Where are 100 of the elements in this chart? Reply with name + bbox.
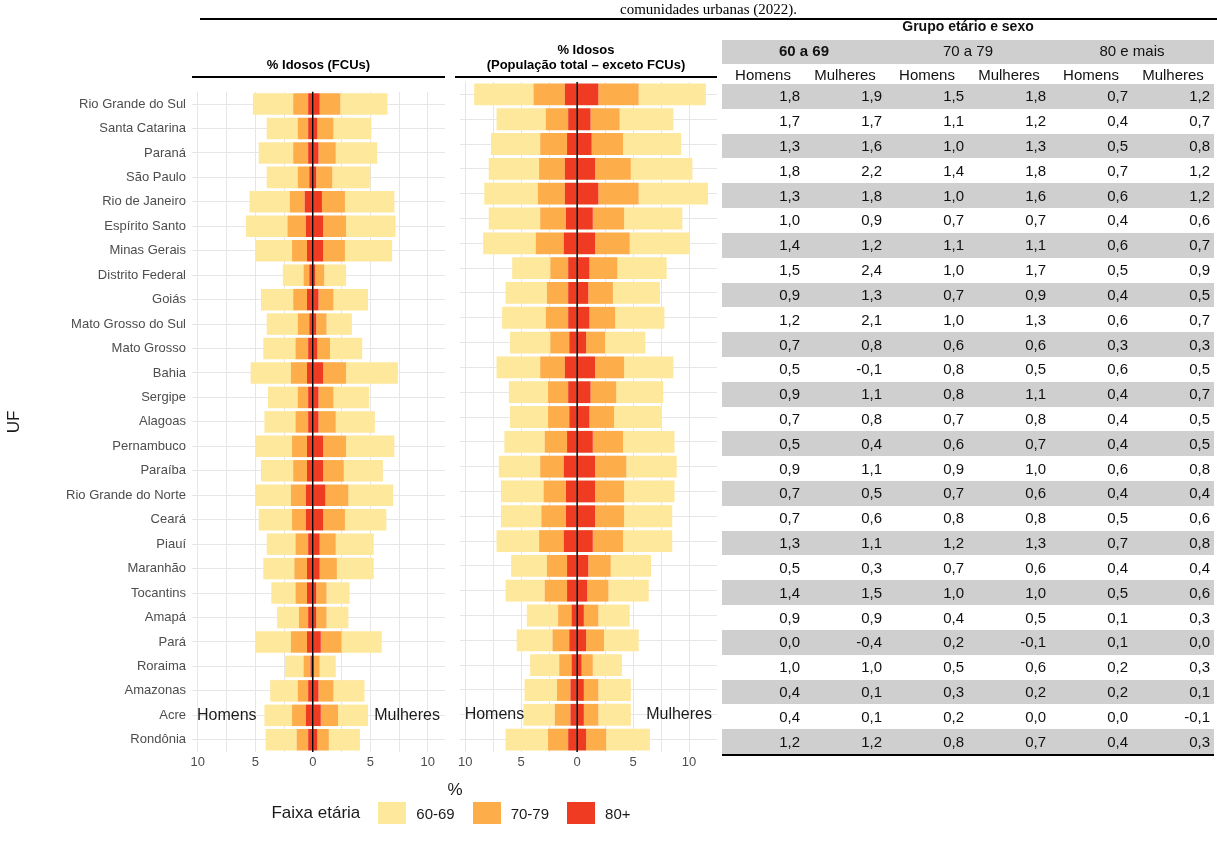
x-tick-label: 10 xyxy=(190,754,205,770)
text: 1,2 xyxy=(943,534,964,552)
text: 1,7 xyxy=(861,112,882,130)
text: 0,1 xyxy=(1107,633,1128,651)
y-tick-label: Bahia xyxy=(152,364,187,380)
text: 1,2 xyxy=(779,310,800,328)
text: 1,6 xyxy=(1025,186,1046,204)
category-label: Homens xyxy=(898,66,956,83)
text: 1,9 xyxy=(861,87,882,105)
text: 0,4 xyxy=(1107,484,1128,502)
y-tick-label: Rio de Janeiro xyxy=(102,193,186,209)
text: 80 e mais xyxy=(1098,42,1166,59)
annotation: Mulheres xyxy=(374,705,440,723)
text: 0,5 xyxy=(1025,360,1046,378)
text: 0,7 xyxy=(1189,310,1210,328)
text: 1,1 xyxy=(1025,385,1046,403)
y-tick-label: Ceará xyxy=(150,511,187,527)
text: 0,6 xyxy=(1189,509,1210,527)
x-tick-label: 0 xyxy=(309,754,317,770)
y-tick-label: Rio Grande do Sul xyxy=(79,95,187,111)
text: 0,8 xyxy=(943,360,964,378)
text: 0,8 xyxy=(943,509,964,527)
text: 0,5 xyxy=(1025,608,1046,626)
text: 0,7 xyxy=(779,335,800,353)
text: 0,2 xyxy=(943,633,964,651)
text: 1,5 xyxy=(779,261,800,279)
legend-label: 60-69 xyxy=(416,804,455,822)
text: 1,1 xyxy=(861,385,882,403)
text: 0,3 xyxy=(1189,608,1210,626)
text: 0,8 xyxy=(1189,459,1210,477)
y-tick-label: Pará xyxy=(158,633,187,649)
y-tick-label: Roraima xyxy=(136,658,187,673)
text: 0,7 xyxy=(1189,236,1210,254)
text: 0,5 xyxy=(1107,583,1128,601)
text: 0,5 xyxy=(779,360,800,378)
text: 0,5 xyxy=(1189,410,1210,427)
text: 0,6 xyxy=(1107,310,1128,328)
text: 0,6 xyxy=(943,335,964,353)
legend-label: 80+ xyxy=(605,804,631,822)
text: 0,2 xyxy=(1025,682,1046,700)
text: 0,7 xyxy=(943,484,964,502)
category-label: Mulheres xyxy=(813,66,877,83)
y-tick-label: Mato Grosso xyxy=(111,340,186,356)
text: 1,5 xyxy=(943,87,964,105)
text: 0,9 xyxy=(861,608,882,626)
text: Grupo etário e sexo xyxy=(901,18,1035,36)
category-label: Homens xyxy=(1062,66,1120,83)
text: 1,0 xyxy=(861,658,882,676)
y-tick-label: Espírito Santo xyxy=(104,217,186,233)
text: 1,0 xyxy=(943,186,964,204)
text: 0,6 xyxy=(1025,658,1046,676)
text: 0,6 xyxy=(1025,335,1046,353)
text: 0,6 xyxy=(1107,360,1128,378)
text: 1,7 xyxy=(779,112,800,130)
text: 0,7 xyxy=(1107,87,1128,105)
text: 0,5 xyxy=(1107,509,1128,527)
text: 1,1 xyxy=(943,112,964,130)
text: 1,8 xyxy=(1025,161,1046,179)
text: 0,4 xyxy=(779,707,800,725)
x-tick-label: 10 xyxy=(681,754,697,770)
text: 0,8 xyxy=(1189,534,1210,552)
legend-title: Faixa etária xyxy=(271,803,361,823)
x-tick-label: 5 xyxy=(251,754,259,770)
x-tick-label: 5 xyxy=(366,754,374,770)
text: 0,5 xyxy=(943,658,964,676)
y-axis-title: UF xyxy=(3,410,23,434)
text: 0,7 xyxy=(943,211,964,229)
text: 0,4 xyxy=(1107,285,1128,303)
text: -0,4 xyxy=(856,633,882,651)
text: 1,0 xyxy=(943,583,964,601)
text: 0,4 xyxy=(1107,732,1128,750)
text: 0,7 xyxy=(779,509,800,527)
text: 1,4 xyxy=(779,583,800,601)
y-tick-label: Santa Catarina xyxy=(99,120,187,136)
y-tick-label: Rondônia xyxy=(130,731,187,747)
text: 1,0 xyxy=(943,310,964,328)
y-tick-label: Amazonas xyxy=(124,682,187,698)
text: 0,1 xyxy=(861,682,882,700)
x-tick-label: 0 xyxy=(573,754,581,770)
y-tick-label: Mato Grosso do Sul xyxy=(71,315,187,331)
text: 0,0 xyxy=(1025,707,1046,725)
text: 1,1 xyxy=(1025,236,1046,254)
text: 0,6 xyxy=(861,509,882,527)
text: 2,4 xyxy=(861,261,882,279)
text: 0,9 xyxy=(779,608,800,626)
text: 1,3 xyxy=(1025,137,1046,155)
text: 0,6 xyxy=(1025,558,1046,576)
text: -0,1 xyxy=(1020,633,1046,651)
y-tick-label: Paraná xyxy=(144,144,187,160)
y-tick-label: Maranhão xyxy=(127,560,186,576)
text: 0,5 xyxy=(1107,261,1128,279)
chart-subtitle: comunidades urbanas (2022). xyxy=(619,1,798,17)
text: -0,1 xyxy=(856,360,882,378)
text: 70 a 79 xyxy=(941,42,994,59)
text: 0,2 xyxy=(943,707,964,725)
text: 0,8 xyxy=(943,385,964,403)
y-tick-label: Sergipe xyxy=(141,389,186,405)
category-label: Homens xyxy=(734,66,792,83)
text: 1,8 xyxy=(861,186,882,204)
text: 0,3 xyxy=(943,682,964,700)
